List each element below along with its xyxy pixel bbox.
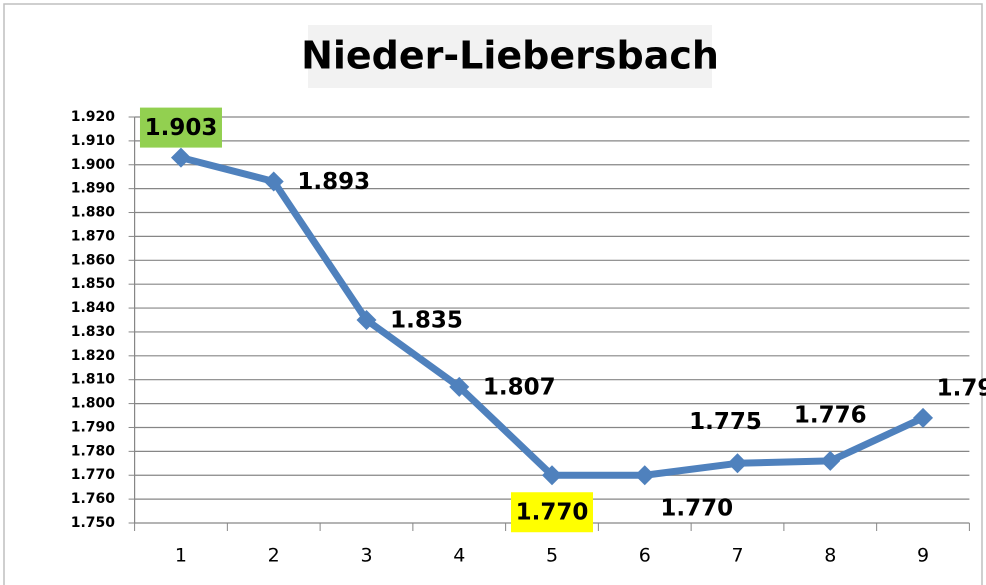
data-label: 1.893 <box>297 169 370 195</box>
marker <box>634 465 655 486</box>
marker <box>913 407 934 428</box>
x-tick-label: 8 <box>824 545 836 567</box>
y-tick-label: 1.850 <box>71 276 116 292</box>
marker <box>449 376 470 397</box>
y-tick-label: 1.760 <box>71 491 116 507</box>
y-tick-label: 1.820 <box>71 348 116 364</box>
marker <box>356 310 377 330</box>
data-label: 1.775 <box>689 409 762 435</box>
marker <box>263 171 284 192</box>
x-tick-label: 7 <box>731 545 743 567</box>
x-tick-label: 5 <box>546 545 558 567</box>
x-tick-label: 1 <box>175 545 187 567</box>
data-label: 1.903 <box>145 115 218 141</box>
data-label: 1.835 <box>390 308 463 334</box>
marker <box>727 453 748 474</box>
x-tick-label: 4 <box>453 545 465 567</box>
y-tick-label: 1.890 <box>71 181 116 197</box>
y-tick-label: 1.780 <box>71 443 116 459</box>
y-tick-label: 1.880 <box>71 205 116 221</box>
y-tick-label: 1.800 <box>71 396 116 412</box>
y-tick-label: 1.900 <box>71 157 116 173</box>
y-tick-label: 1.860 <box>71 252 116 268</box>
y-tick-label: 1.840 <box>71 300 116 316</box>
y-tick-label: 1.910 <box>71 133 116 149</box>
label-highlight <box>511 492 593 533</box>
data-label: 1.770 <box>516 500 589 526</box>
data-label: 1.807 <box>483 374 556 400</box>
y-tick-label: 1.770 <box>71 467 116 483</box>
marker <box>170 147 191 168</box>
y-tick-label: 1.830 <box>71 324 116 340</box>
label-highlight <box>139 107 222 148</box>
marker <box>820 450 841 471</box>
data-label: 1.770 <box>660 496 733 522</box>
y-tick-label: 1.920 <box>71 109 116 125</box>
y-tick-label: 1.750 <box>71 515 116 531</box>
title-box <box>308 25 712 88</box>
data-label: 1.794 <box>937 375 986 401</box>
data-label: 1.776 <box>794 402 867 428</box>
y-tick-label: 1.810 <box>71 372 116 388</box>
y-tick-label: 1.790 <box>71 419 116 435</box>
x-tick-label: 9 <box>917 545 929 567</box>
chart-frame <box>3 3 983 585</box>
y-tick-label: 1.870 <box>71 228 116 244</box>
x-tick-label: 3 <box>360 545 372 567</box>
chart-title: Nieder-Liebersbach <box>301 34 719 78</box>
x-tick-label: 2 <box>268 545 280 567</box>
marker <box>542 465 562 486</box>
x-tick-label: 6 <box>639 545 651 567</box>
